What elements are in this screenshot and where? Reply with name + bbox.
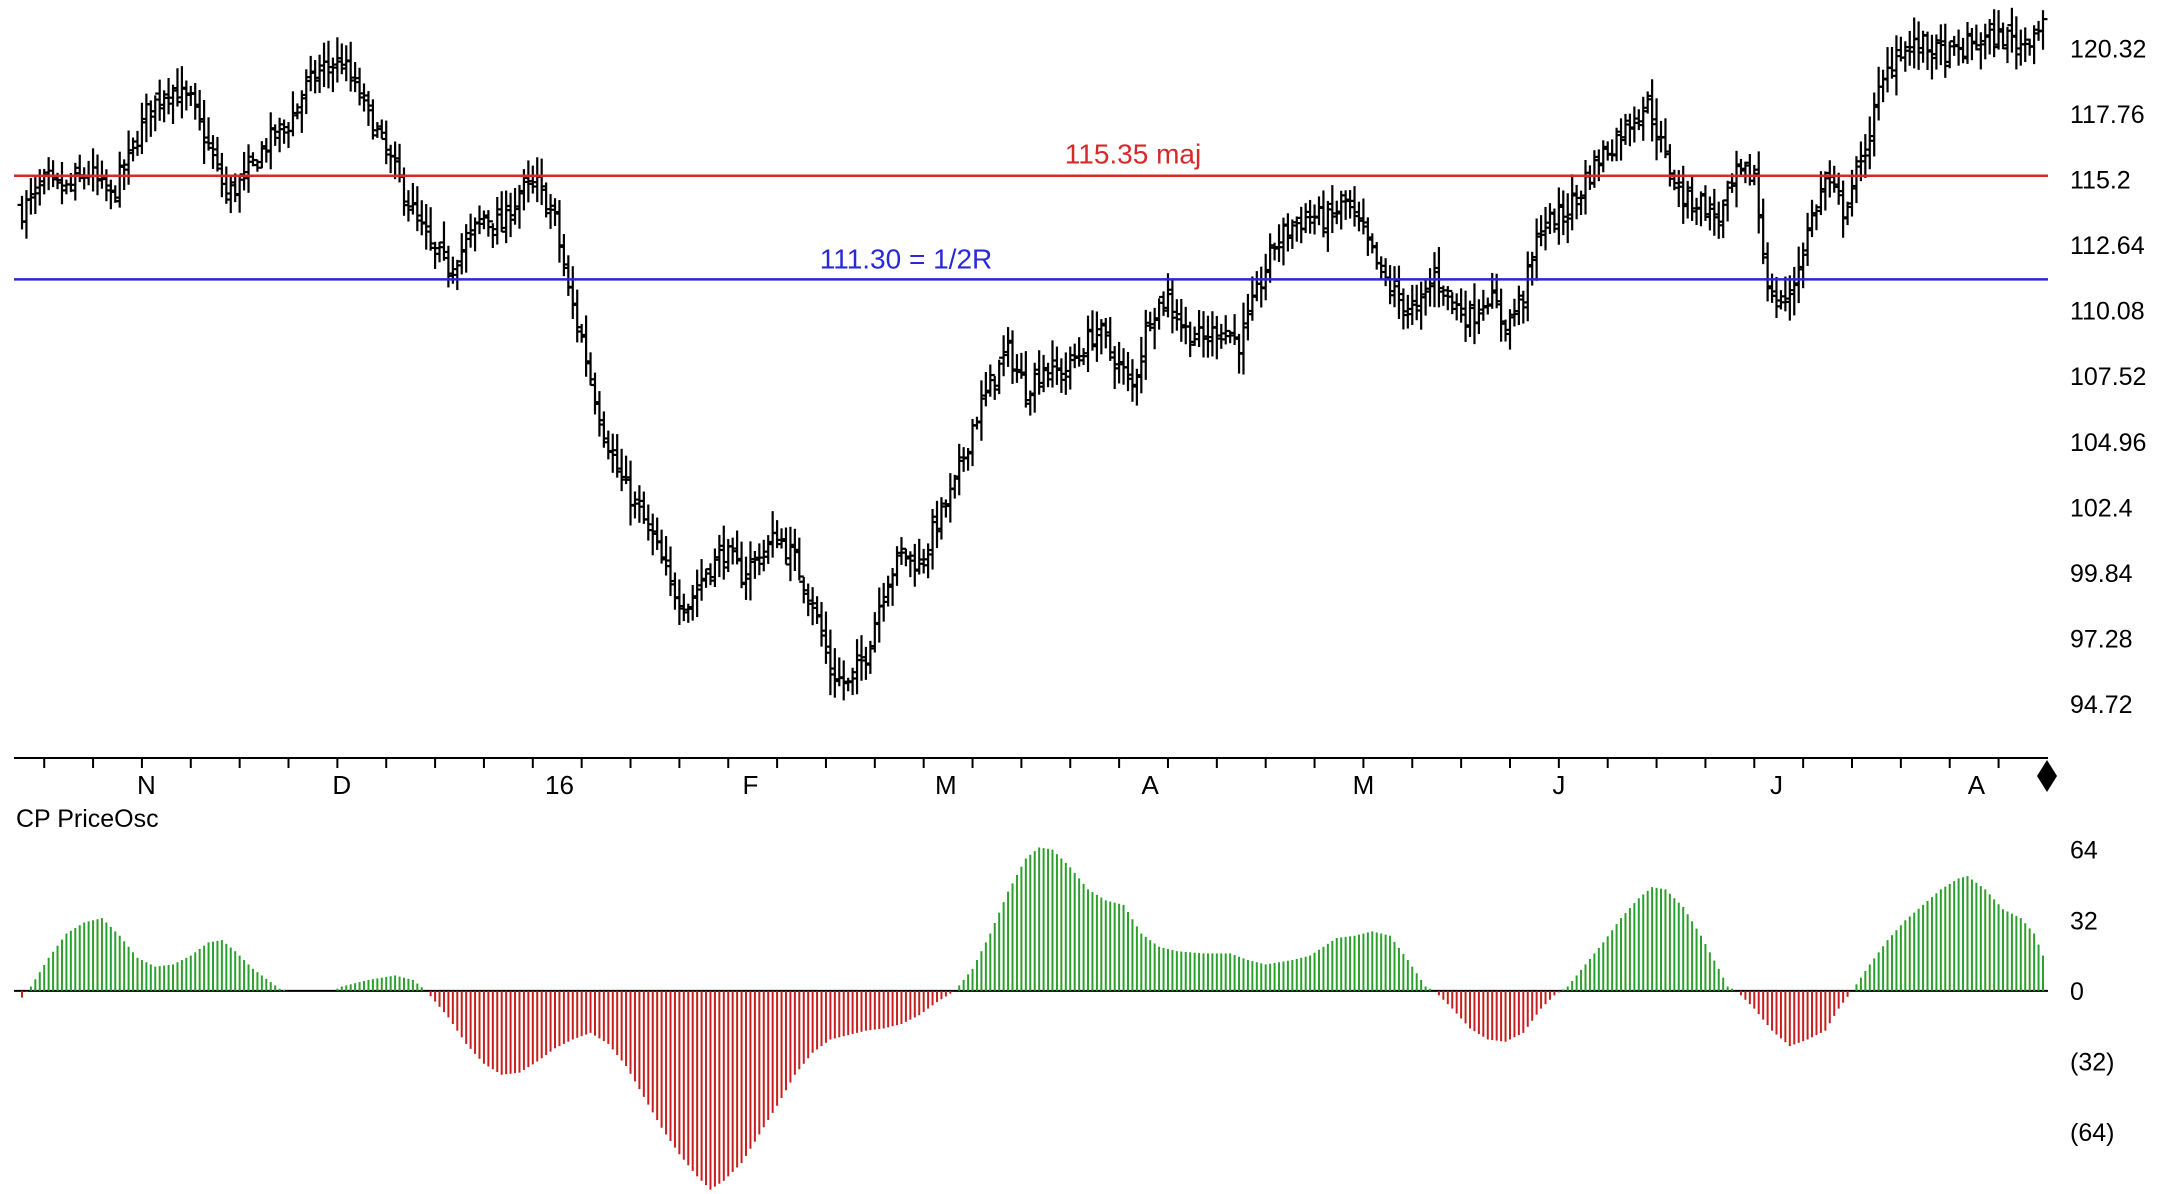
price-y-tick-label: 99.84 [2070,560,2133,588]
price-y-tick-label: 104.96 [2070,429,2146,457]
x-axis-labels: N D 16 F M A M J J A [137,770,1986,800]
x-month-label: M [1353,770,1375,800]
price-y-tick-label: 102.4 [2070,494,2133,522]
price-bars [17,7,2048,701]
oscillator-histogram [21,847,2044,1190]
x-month-label: F [743,770,759,800]
x-month-label: N [137,770,156,800]
oscillator-y-tick-label: 0 [2070,978,2084,1006]
oscillator-panel: 64 32 0 (32) (64) [14,837,2114,1190]
price-bar [483,210,493,237]
major-line-label: 115.35 maj [1065,139,1201,170]
x-month-label: A [1968,770,1986,800]
price-bar [2038,10,2048,50]
price-y-tick-label: 115.2 [2070,167,2131,195]
price-y-tick-label: 112.64 [2070,232,2145,260]
oscillator-y-tick-label: 64 [2070,837,2098,865]
price-y-tick-label: 97.28 [2070,625,2133,653]
price-panel: 115.35 maj 111.30 = 1/2R 120.32 117.76 115… [14,7,2146,800]
price-y-axis: 120.32 117.76 115.2 112.64 110.08 107.52 104.9… [2070,35,2146,719]
price-y-tick-label: 110.08 [2070,298,2145,326]
price-y-tick-label: 117.76 [2070,101,2145,129]
x-month-label: J [1770,770,1783,800]
oscillator-y-tick-label: (64) [2070,1119,2114,1147]
x-axis-ticks [43,758,2000,768]
price-bar [1443,286,1453,311]
oscillator-y-axis: 64 32 0 (32) (64) [2070,837,2114,1148]
oscillator-y-tick-label: (32) [2070,1049,2114,1077]
price-bar [794,537,804,581]
price-y-tick-label: 94.72 [2070,691,2133,719]
half-line-label: 111.30 = 1/2R [820,243,993,274]
x-month-label: A [1142,770,1160,800]
x-month-label: M [935,770,957,800]
date-x-axis: N D 16 F M A M J J A [14,757,2057,800]
price-y-tick-label: 120.32 [2070,35,2146,63]
scroll-diamond-icon[interactable] [2037,760,2057,792]
x-month-label: J [1552,770,1565,800]
x-month-label: 16 [545,770,574,800]
oscillator-y-tick-label: 32 [2070,907,2098,935]
x-month-label: D [332,770,351,800]
price-y-tick-label: 107.52 [2070,363,2146,391]
oscillator-title: CP PriceOsc [16,805,159,833]
